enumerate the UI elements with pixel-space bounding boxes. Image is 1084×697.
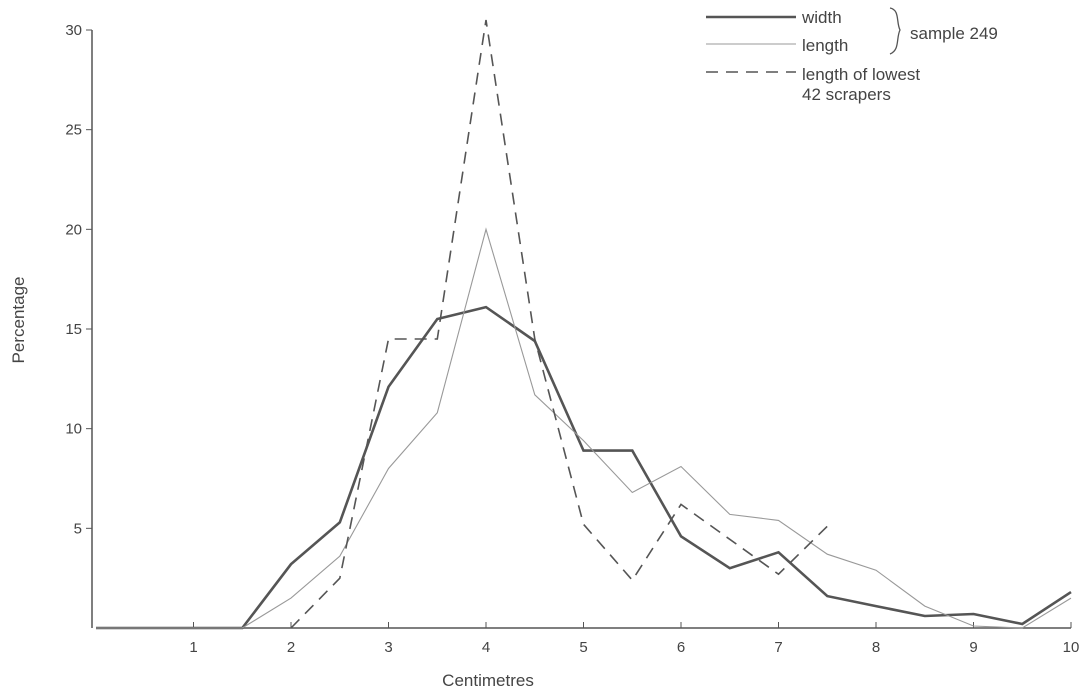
legend: width length length of lowest 42 scraper… [706, 7, 998, 104]
y-tick-label: 20 [65, 221, 82, 238]
legend-group-label: sample 249 [910, 24, 998, 43]
series-line-1 [96, 305, 1072, 630]
y-tick-label: 25 [65, 122, 82, 139]
legend-brace [889, 7, 901, 55]
y-tick-label: 10 [65, 421, 82, 438]
x-tick-label: 9 [969, 639, 977, 656]
series-line-3 [290, 19, 828, 629]
y-tick-label: 30 [65, 22, 82, 39]
y-tick-label: 5 [74, 520, 82, 537]
x-tick-label: 8 [872, 639, 880, 656]
x-tick-label: 5 [579, 639, 587, 656]
legend-label-lowest-line2: 42 scrapers [802, 85, 891, 104]
ticks: 1 2 3 4 5 6 7 8 9 10 5 10 15 20 25 30 [65, 22, 1079, 656]
series-line-2 [96, 227, 1072, 629]
x-axis-title: Centimetres [442, 671, 534, 690]
x-tick-label: 10 [1063, 639, 1080, 656]
y-axis-title: Percentage [9, 277, 28, 364]
axes [91, 30, 1071, 629]
x-tick-label: 2 [287, 639, 295, 656]
x-tick-label: 4 [482, 639, 490, 656]
x-tick-label: 1 [189, 639, 197, 656]
x-tick-label: 6 [677, 639, 685, 656]
x-tick-label: 3 [384, 639, 392, 656]
legend-label-width: width [801, 8, 842, 27]
series-lines [96, 19, 1072, 630]
legend-label-length: length [802, 36, 848, 55]
x-tick-label: 7 [774, 639, 782, 656]
legend-label-lowest-line1: length of lowest [802, 65, 920, 84]
y-tick-label: 15 [65, 321, 82, 338]
